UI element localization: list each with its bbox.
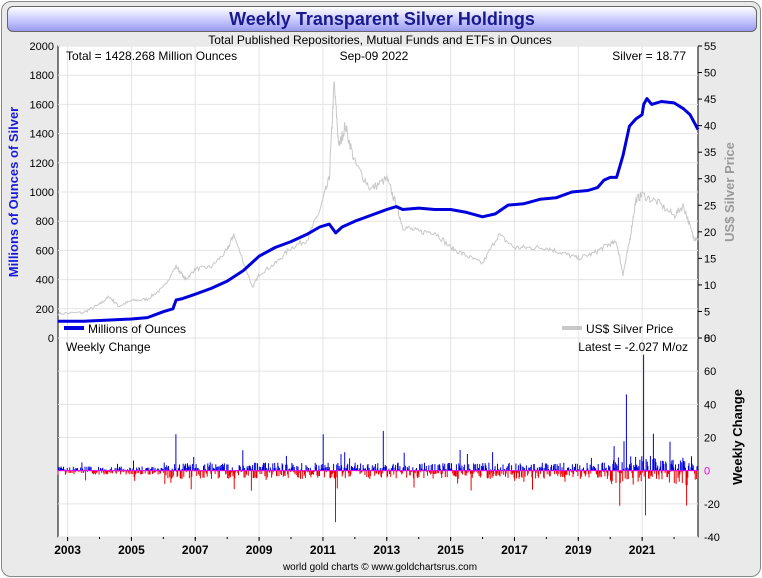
x-axis-ticks: 2003 2005 2007 2009 2011 2013 2015 2017 2019 2021 xyxy=(54,537,675,557)
left-tick-label: 1200 xyxy=(30,158,54,170)
chart-subtitle: Total Published Repositories, Mutual Fun… xyxy=(208,33,552,47)
right-tick-label: 15 xyxy=(704,253,716,265)
right-tick-label: 40 xyxy=(704,121,716,133)
total-label: Total = 1428.268 Million Ounces xyxy=(66,49,237,63)
x-tick-label: 2003 xyxy=(54,543,81,557)
lower-tick-label: 60 xyxy=(704,366,716,378)
lower-grid xyxy=(58,337,698,538)
x-tick-label: 2015 xyxy=(437,543,464,557)
lower-axis-title: Weekly Change xyxy=(730,389,745,485)
right-tick-label: 20 xyxy=(704,227,716,239)
x-tick-label: 2009 xyxy=(246,543,273,557)
price-series xyxy=(57,81,699,316)
left-tick-label: 1800 xyxy=(30,70,54,82)
x-tick-label: 2021 xyxy=(629,543,656,557)
lower-tick-label: 80 xyxy=(704,333,716,345)
chart-title-bar: Weekly Transparent Silver Holdings xyxy=(7,6,757,32)
holdings-line xyxy=(58,97,700,323)
right-tick-label: 10 xyxy=(704,280,716,292)
left-tick-label: 600 xyxy=(36,245,54,257)
left-tick-label: 0 xyxy=(48,333,54,345)
weekly-change-label: Weekly Change xyxy=(66,340,151,354)
right-tick-label: 25 xyxy=(704,200,716,212)
right-tick-label: 0 xyxy=(704,333,710,345)
x-tick-label: 2011 xyxy=(310,543,336,557)
footer-credit: world gold charts © www.goldchartsrus.co… xyxy=(282,562,477,573)
silver-price-label: Silver = 18.77 xyxy=(612,49,686,63)
left-tick-label: 400 xyxy=(36,275,54,287)
lower-tick-label: 20 xyxy=(704,433,716,445)
x-tick-label: 2013 xyxy=(373,543,400,557)
lower-tick-label: -40 xyxy=(704,532,720,544)
x-tick-label: 2017 xyxy=(501,543,528,557)
right-tick-label: 35 xyxy=(704,147,716,159)
left-tick-label: 1400 xyxy=(30,129,54,141)
lower-tick-label: -20 xyxy=(704,499,720,511)
lower-tick-label: 0 xyxy=(704,466,710,478)
silver-price-line xyxy=(57,81,699,316)
right-tick-label: 50 xyxy=(704,68,716,80)
right-tick-label: 45 xyxy=(704,94,716,106)
legend-holdings-label: Millions of Ounces xyxy=(88,322,186,336)
right-axis-ticks: 0 5 10 15 20 25 30 35 40 45 50 55 xyxy=(698,41,716,345)
x-tick-label: 2007 xyxy=(182,543,209,557)
left-axis-title: Millions of Ounces of Silver xyxy=(6,107,21,277)
upper-grid xyxy=(58,45,698,537)
lower-tick-label: 40 xyxy=(704,399,716,411)
weekly-change-bars xyxy=(57,354,699,523)
left-axis-ticks: 0 200 400 600 800 1000 1200 1400 1600 1800 2000 xyxy=(30,41,54,345)
right-tick-label: 5 xyxy=(704,306,710,318)
x-tick-label: 2019 xyxy=(565,543,592,557)
right-axis-title: US$ Silver Price xyxy=(722,142,737,242)
date-label: Sep-09 2022 xyxy=(340,49,409,63)
left-tick-label: 1600 xyxy=(30,99,54,111)
chart-title: Weekly Transparent Silver Holdings xyxy=(229,9,535,29)
left-tick-label: 2000 xyxy=(30,41,54,53)
left-tick-label: 800 xyxy=(36,216,54,228)
x-tick-label: 2005 xyxy=(118,543,145,557)
lower-axis-ticks: -40 -20 0 20 40 60 80 xyxy=(704,333,720,544)
legend-price-label: US$ Silver Price xyxy=(586,322,674,336)
left-tick-label: 1000 xyxy=(30,187,54,199)
holdings-series xyxy=(58,97,700,323)
right-tick-label: 30 xyxy=(704,174,716,186)
left-tick-label: 200 xyxy=(36,304,54,316)
right-tick-label: 55 xyxy=(704,41,716,53)
latest-label: Latest = -2.027 M/oz xyxy=(578,340,688,354)
